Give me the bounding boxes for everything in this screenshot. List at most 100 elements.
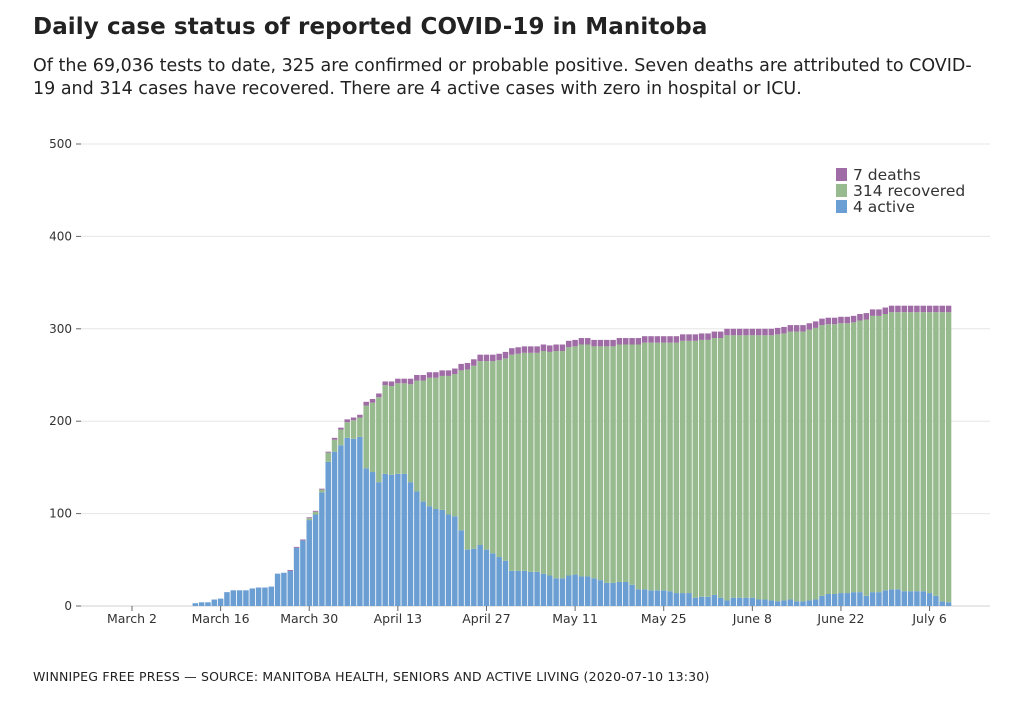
bar-active [211,599,218,606]
bar-active [274,573,281,606]
bar-recovered [534,352,540,572]
bar-deaths [306,517,312,519]
bar-active [926,593,933,606]
bar-deaths [806,323,813,330]
bar-deaths [882,307,889,315]
bar-deaths [895,305,901,313]
bar-deaths [458,363,464,371]
bar-deaths [369,399,376,403]
bar-recovered [319,489,325,493]
bar-active [344,437,350,606]
bar-active [236,590,243,606]
bar-deaths [540,344,547,351]
bar-active [654,590,661,606]
bar-recovered [648,342,654,591]
bar-recovered [502,358,509,561]
bar-active [464,549,471,606]
bar-recovered [509,354,515,571]
bar-recovered [939,312,945,602]
bar-recovered [471,365,477,549]
bar-recovered [857,320,863,593]
bar-recovered [705,339,711,597]
bar-active [806,600,813,606]
bars [192,305,952,606]
bar-active [717,597,724,606]
bar-deaths [736,328,743,336]
bar-recovered [604,346,610,583]
bar-recovered [363,405,369,469]
bar-deaths [660,336,667,343]
bar-active [350,438,357,606]
bar-recovered [863,319,870,596]
bar-deaths [319,488,325,490]
bar-deaths [382,381,388,386]
source-footer: WINNIPEG FREE PRESS — SOURCE: MANITOBA H… [33,669,710,684]
bar-recovered [528,352,534,572]
bar-deaths [667,336,673,343]
bar-deaths [622,338,629,345]
bar-deaths [629,338,635,345]
bar-active [293,547,300,606]
bar-recovered [667,342,673,592]
bar-deaths [812,321,819,328]
bar-recovered [350,420,357,439]
bar-active [629,584,635,606]
bar-deaths [926,305,933,313]
bar-recovered [490,361,496,554]
bar-deaths [914,305,920,313]
bar-recovered [755,335,762,600]
bar-deaths [692,334,699,341]
bar-deaths [933,305,939,313]
bar-recovered [914,312,920,592]
bar-recovered [812,327,819,600]
bar-active [439,509,445,606]
bar-deaths [515,347,521,354]
bar-active [825,593,832,606]
chart-subtitle: Of the 69,036 tests to date, 325 are con… [33,56,972,99]
bar-deaths [559,344,566,351]
bar-active [382,473,388,606]
bar-active [483,549,490,606]
bar-recovered [774,334,781,602]
bar-active [724,600,730,606]
bar-deaths [287,569,293,571]
legend-label: 4 active [853,198,915,216]
bar-recovered [547,351,553,576]
bar-recovered [711,338,718,595]
bar-deaths [635,338,642,345]
bar-active [388,474,395,606]
bar-deaths [477,354,483,362]
bar-recovered [515,353,521,571]
bar-deaths [825,317,832,325]
bar-deaths [452,368,458,375]
x-tick-label: June 8 [732,611,772,626]
bar-deaths [876,309,882,316]
bar-active [781,600,787,606]
y-tick-label: 0 [64,599,72,613]
bar-active [692,597,699,606]
bar-active [217,598,224,606]
bar-deaths [743,328,749,336]
bar-active [610,582,616,606]
bar-active [407,482,414,606]
x-tick-label: May 11 [552,611,598,626]
bar-recovered [477,361,483,546]
bar-deaths [774,327,781,335]
bar-active [755,599,762,606]
x-tick-label: July 6 [911,611,946,626]
bar-recovered [578,344,585,577]
bar-deaths [300,539,306,541]
bar-deaths [350,417,357,421]
bar-active [711,594,718,606]
bar-deaths [781,326,787,334]
bar-recovered [426,377,433,507]
bar-active [319,492,325,606]
bar-recovered [331,439,338,452]
bar-recovered [686,340,692,594]
y-tick-label: 200 [49,414,72,428]
bar-recovered [388,386,395,475]
bar-active [547,575,553,606]
bar-recovered [679,340,686,594]
x-tick-label: June 22 [816,611,864,626]
